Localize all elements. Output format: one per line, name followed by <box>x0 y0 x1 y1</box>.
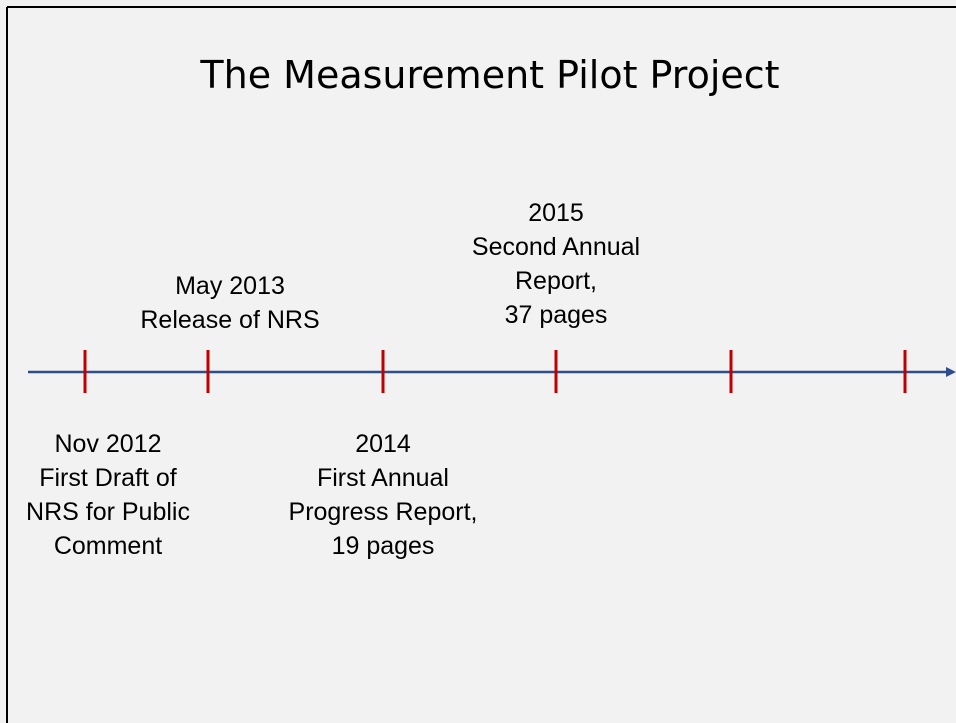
event-label-line: 2015 <box>528 199 584 227</box>
event-label-line: Comment <box>54 532 162 560</box>
event-label-line: Progress Report, <box>289 498 478 526</box>
event-label-line: First Annual <box>317 464 449 492</box>
event-label-line: Nov 2012 <box>54 430 161 458</box>
event-label-line: Report, <box>515 267 597 295</box>
event-label-line: 19 pages <box>332 532 435 560</box>
slide-title: The Measurement Pilot Project <box>199 53 779 97</box>
timeline-ticks <box>83 350 907 393</box>
event-label-line: May 2013 <box>175 272 285 300</box>
event-label-line: NRS for Public <box>26 498 190 526</box>
event-label-line: Second Annual <box>472 233 640 261</box>
timeline-arrowhead <box>946 367 956 377</box>
event-label-line: 37 pages <box>505 301 608 329</box>
event-label-line: Release of NRS <box>140 306 319 334</box>
event-label-line: First Draft of <box>39 464 177 492</box>
event-label-line: 2014 <box>355 430 411 458</box>
